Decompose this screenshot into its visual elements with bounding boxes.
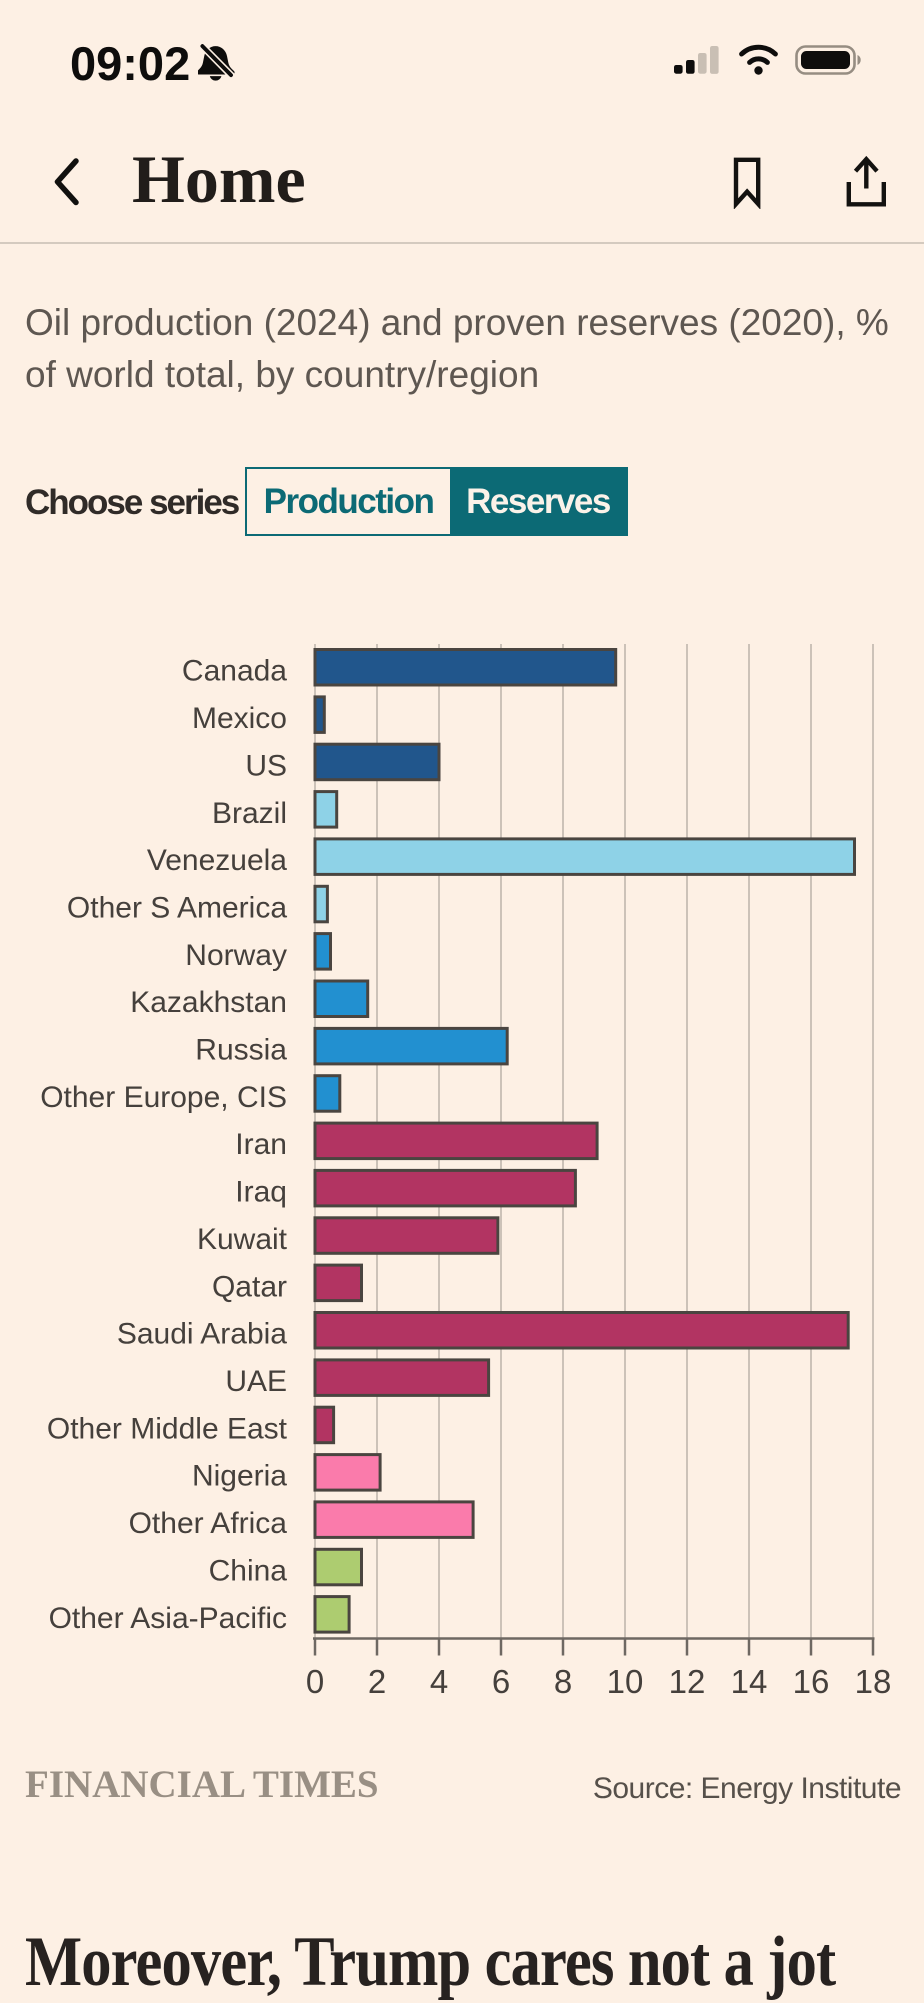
svg-text:Russia: Russia bbox=[195, 1034, 287, 1067]
svg-text:Brazil: Brazil bbox=[212, 797, 287, 830]
svg-text:4: 4 bbox=[430, 1663, 448, 1700]
svg-text:Venezuela: Venezuela bbox=[147, 844, 287, 877]
svg-text:Other Europe, CIS: Other Europe, CIS bbox=[40, 1081, 287, 1114]
svg-text:8: 8 bbox=[554, 1663, 572, 1700]
svg-text:Saudi Arabia: Saudi Arabia bbox=[117, 1318, 287, 1351]
svg-text:0: 0 bbox=[306, 1663, 324, 1700]
svg-text:US: US bbox=[245, 749, 287, 782]
svg-text:Other S America: Other S America bbox=[67, 892, 287, 925]
svg-text:14: 14 bbox=[731, 1663, 768, 1700]
svg-text:12: 12 bbox=[669, 1663, 706, 1700]
svg-text:Canada: Canada bbox=[182, 655, 287, 688]
svg-text:2: 2 bbox=[368, 1663, 386, 1700]
svg-text:10: 10 bbox=[607, 1663, 644, 1700]
svg-text:Other Middle East: Other Middle East bbox=[47, 1412, 288, 1445]
svg-text:18: 18 bbox=[855, 1663, 892, 1700]
svg-text:Other Africa: Other Africa bbox=[129, 1507, 288, 1540]
svg-text:6: 6 bbox=[492, 1663, 510, 1700]
svg-text:Qatar: Qatar bbox=[212, 1270, 287, 1303]
svg-text:China: China bbox=[209, 1555, 288, 1588]
svg-text:16: 16 bbox=[793, 1663, 830, 1700]
svg-text:Iran: Iran bbox=[235, 1128, 287, 1161]
svg-text:Nigeria: Nigeria bbox=[192, 1460, 287, 1493]
svg-text:Other Asia-Pacific: Other Asia-Pacific bbox=[49, 1602, 287, 1635]
svg-text:Mexico: Mexico bbox=[192, 702, 287, 735]
svg-text:Norway: Norway bbox=[185, 939, 287, 972]
svg-text:Kuwait: Kuwait bbox=[197, 1223, 288, 1256]
svg-text:Kazakhstan: Kazakhstan bbox=[130, 986, 287, 1019]
svg-text:Iraq: Iraq bbox=[235, 1176, 287, 1209]
svg-text:UAE: UAE bbox=[225, 1365, 287, 1398]
